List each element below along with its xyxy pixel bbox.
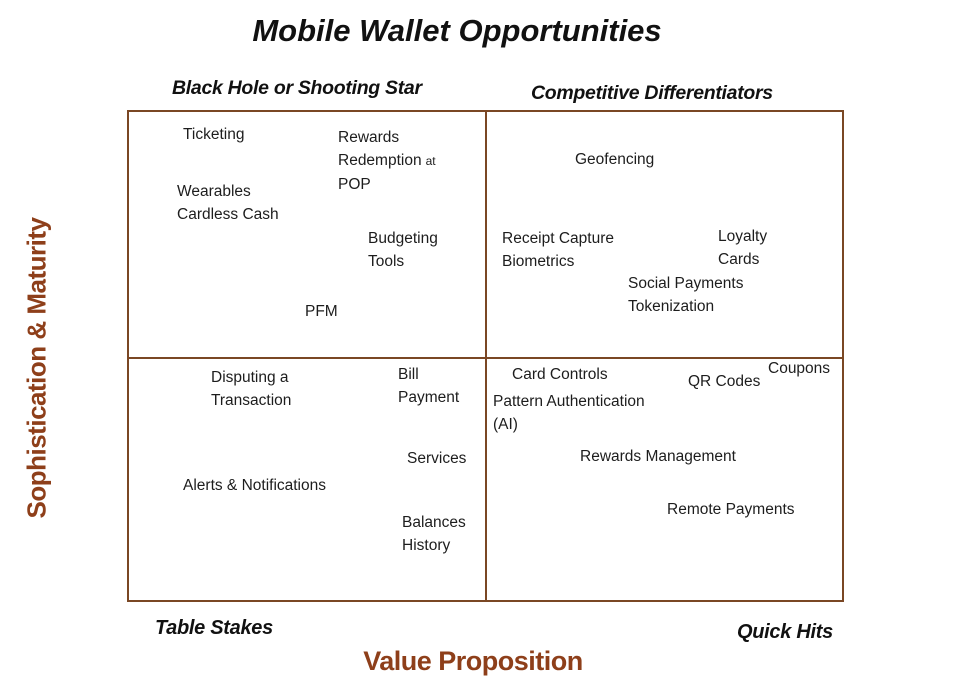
item-rewards-management: Rewards Management xyxy=(580,448,736,465)
horizontal-divider xyxy=(129,357,842,359)
item-services: Services xyxy=(407,450,467,467)
item-ticketing: Ticketing xyxy=(183,126,245,143)
item-alerts-notifications: Alerts & Notifications xyxy=(183,477,326,494)
quadrant-label-top-left: Black Hole or Shooting Star xyxy=(172,77,422,99)
item-remote-payments: Remote Payments xyxy=(667,501,795,518)
item-line-small: at xyxy=(425,154,436,168)
item-geofencing: Geofencing xyxy=(575,151,655,168)
item-social-payments-tokenization: Social Payments Tokenization xyxy=(628,275,744,315)
item-line: POP xyxy=(338,176,371,193)
quadrant-label-top-right: Competitive Differentiators xyxy=(531,82,773,104)
item-pfm: PFM xyxy=(305,303,338,320)
y-axis-label: Sophistication & Maturity xyxy=(21,217,52,519)
item-card-controls: Card Controls xyxy=(512,366,608,383)
item-coupons: Coupons xyxy=(768,360,831,377)
item-disputing-a-transaction: Disputing a Transaction xyxy=(211,369,292,409)
item-qr-codes: QR Codes xyxy=(688,373,761,390)
x-axis-label: Value Proposition xyxy=(363,646,583,676)
item-line: Redemption xyxy=(338,152,422,169)
quadrant-label-bottom-left: Table Stakes xyxy=(155,617,273,639)
chart-title: Mobile Wallet Opportunities xyxy=(252,13,662,48)
item-rewards-redemption-at-pop: Rewards Redemption at POP xyxy=(338,126,436,196)
item-balances-history: Balances History xyxy=(402,514,466,554)
item-budgeting-tools: Budgeting Tools xyxy=(368,230,438,270)
vertical-divider xyxy=(485,112,487,600)
item-receipt-capture-biometrics: Receipt Capture Biometrics xyxy=(502,230,615,270)
item-bill-payment: Bill Payment xyxy=(398,366,460,406)
matrix-grid: Ticketing Rewards Redemption at POP Wearabl… xyxy=(127,110,844,602)
quadrant-label-bottom-right: Quick Hits xyxy=(737,621,833,643)
item-loyalty-cards: Loyalty Cards xyxy=(718,228,768,268)
item-line: Rewards xyxy=(338,129,400,146)
item-pattern-authentication-ai: Pattern Authentication (AI) xyxy=(493,393,645,433)
item-wearables-cardless-cash: Wearables Cardless Cash xyxy=(177,183,279,223)
